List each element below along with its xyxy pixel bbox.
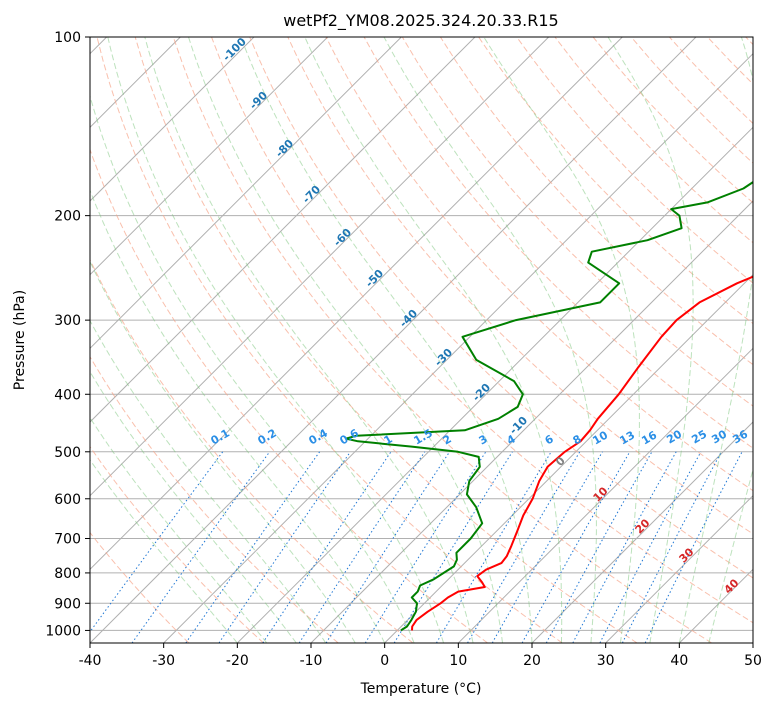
isotherm-line bbox=[90, 37, 255, 202]
y-axis-label: Pressure (hPa) bbox=[12, 290, 28, 390]
y-tick-label: 100 bbox=[54, 30, 81, 46]
x-tick-label: 30 bbox=[597, 653, 615, 669]
mixing-ratio-line bbox=[435, 451, 552, 643]
x-tick-label: -10 bbox=[300, 653, 323, 669]
dry-adiabat-line bbox=[90, 258, 414, 643]
x-tick-label: 20 bbox=[523, 653, 541, 669]
dry-adiabat-line bbox=[96, 37, 563, 643]
isotherm-line bbox=[90, 37, 697, 643]
moist-adiabat-line bbox=[90, 260, 356, 643]
x-tick-label: -40 bbox=[79, 653, 102, 669]
dry-adiabat-line bbox=[90, 148, 488, 643]
y-tick-label: 500 bbox=[54, 445, 81, 461]
dry-adiabat-line bbox=[172, 37, 712, 643]
moist-adiabat-line bbox=[90, 458, 238, 643]
grid-layer bbox=[90, 37, 753, 643]
mixing-ratio-line bbox=[599, 451, 702, 643]
mixing-ratio-line bbox=[262, 451, 392, 643]
dry-adiabat-line bbox=[249, 37, 753, 579]
mixing-ratio-line bbox=[545, 451, 653, 643]
x-tick-label: 10 bbox=[449, 653, 467, 669]
dry-adiabat-line bbox=[211, 37, 753, 624]
x-tick-label: 40 bbox=[670, 653, 688, 669]
isotherm-line bbox=[605, 494, 753, 643]
plot-background bbox=[90, 37, 753, 643]
y-tick-label: 1000 bbox=[45, 623, 81, 639]
y-tick-label: 800 bbox=[54, 566, 81, 582]
mixing-ratio-line bbox=[521, 451, 631, 643]
dry-adiabat-line bbox=[401, 37, 753, 407]
moist-adiabat-line bbox=[483, 37, 640, 643]
moist-adiabat-line bbox=[90, 370, 297, 643]
y-tick-label: 400 bbox=[54, 387, 81, 403]
mixing-ratio-line bbox=[364, 451, 487, 643]
isotherm-line bbox=[163, 52, 753, 643]
mixing-ratio-line bbox=[185, 451, 321, 643]
isotherm-line bbox=[90, 37, 550, 497]
moist-adiabat-line bbox=[144, 37, 474, 643]
mixing-ratio-line bbox=[644, 451, 743, 643]
x-tick-label: 0 bbox=[380, 653, 389, 669]
mixing-ratio-line bbox=[298, 451, 426, 643]
plot-frame bbox=[89, 36, 754, 644]
y-tick-label: 900 bbox=[54, 596, 81, 612]
x-tick-label: -20 bbox=[226, 653, 249, 669]
moist-adiabat-line bbox=[304, 37, 563, 643]
moist-adiabat-line bbox=[90, 94, 415, 643]
dry-adiabat-line bbox=[439, 37, 753, 366]
isotherm-line bbox=[531, 421, 753, 643]
mixing-ratio-line bbox=[131, 451, 271, 643]
y-tick-label: 200 bbox=[54, 209, 81, 225]
chart-title: wetPf2_YM08.2025.324.20.33.R15 bbox=[283, 11, 558, 31]
y-tick-label: 600 bbox=[54, 492, 81, 508]
dry-adiabat-line bbox=[516, 37, 753, 284]
dry-adiabat-line bbox=[134, 37, 638, 643]
moist-adiabat-line bbox=[188, 37, 503, 643]
isotherm-line bbox=[90, 37, 402, 350]
moist-adiabat-line bbox=[107, 37, 445, 643]
moist-adiabat-line bbox=[90, 189, 386, 643]
dry-adiabat-line bbox=[287, 37, 753, 535]
x-tick-label: 50 bbox=[744, 653, 762, 669]
axis-layer: -40 -30 -20 -10 0 10 20 30 40 50 100 200 300 400 500 60… bbox=[45, 30, 762, 669]
isotherm-line bbox=[236, 126, 753, 643]
x-axis-label: Temperature (°C) bbox=[360, 681, 482, 697]
moist-adiabat-line bbox=[383, 37, 597, 643]
mixing-ratio-line bbox=[90, 451, 224, 633]
isotherm-line bbox=[90, 37, 329, 276]
mixing-ratio-line bbox=[218, 451, 351, 643]
series-layer bbox=[345, 180, 753, 632]
isotherm-line bbox=[90, 37, 623, 571]
mixing-ratio-line bbox=[572, 451, 677, 643]
dry-adiabat-line bbox=[90, 445, 264, 643]
dewpoint-profile-line bbox=[345, 180, 753, 632]
dry-adiabat-line bbox=[90, 355, 339, 643]
moist-adiabat-line bbox=[240, 37, 533, 643]
temperature-profile-line bbox=[411, 275, 753, 631]
moist-adiabat-line bbox=[607, 37, 694, 643]
y-tick-label: 300 bbox=[54, 313, 81, 329]
mixing-ratio-line bbox=[325, 451, 451, 643]
moist-adiabat-line bbox=[90, 416, 268, 643]
isotherm-line bbox=[752, 642, 753, 643]
isotherm-line bbox=[90, 37, 476, 423]
isotherm-line bbox=[384, 273, 753, 643]
y-tick-label: 700 bbox=[54, 532, 81, 548]
x-tick-label: -30 bbox=[152, 653, 175, 669]
moist-adiabat-line bbox=[678, 37, 753, 643]
isotherm-line bbox=[457, 347, 753, 643]
dry-adiabat-line bbox=[90, 531, 190, 643]
